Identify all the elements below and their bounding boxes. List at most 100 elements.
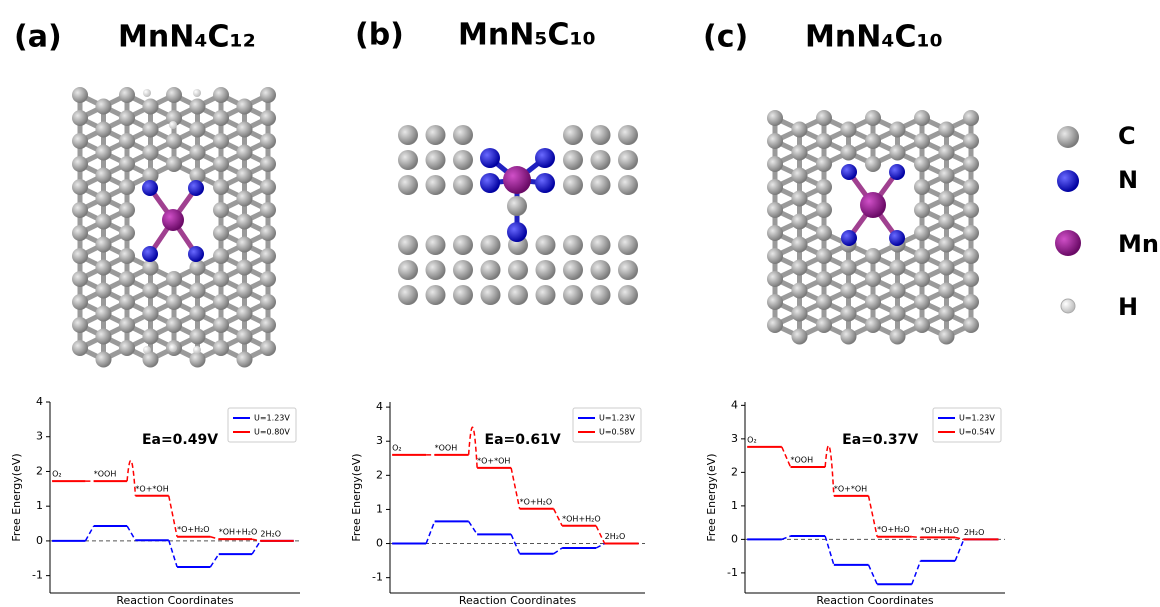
- legend-label: U=0.58V: [599, 428, 635, 437]
- atom: [939, 214, 955, 230]
- atom: [914, 271, 930, 287]
- atom: [841, 145, 857, 161]
- atom: [260, 271, 276, 287]
- state-label: O₂: [392, 443, 402, 452]
- atom: [426, 260, 446, 280]
- connector: [169, 540, 177, 567]
- atom: [190, 283, 206, 299]
- atom: [166, 317, 182, 333]
- atom: [963, 271, 979, 287]
- atom: [792, 214, 808, 230]
- atom: [119, 87, 135, 103]
- atom: [563, 235, 583, 255]
- atom: [119, 294, 135, 310]
- y-tick-label: 1: [376, 502, 383, 515]
- state-label: *O+*OH: [135, 484, 168, 493]
- atom: [939, 329, 955, 345]
- atom: [237, 237, 253, 253]
- atom: [536, 285, 556, 305]
- atom: [963, 133, 979, 149]
- y-tick-label: 0: [36, 534, 43, 547]
- atom: [96, 191, 112, 207]
- atom: [237, 145, 253, 161]
- connector: [85, 526, 93, 541]
- connector: [469, 521, 478, 534]
- y-tick-label: 2: [36, 464, 43, 477]
- y-tick-label: 2: [376, 468, 383, 481]
- connector: [252, 541, 260, 554]
- connector: [825, 536, 834, 565]
- atom: [237, 214, 253, 230]
- atom: [190, 145, 206, 161]
- atom: [767, 271, 783, 287]
- y-tick-label: 0: [376, 537, 383, 550]
- connector: [869, 565, 878, 584]
- atom: [618, 235, 638, 255]
- atom: [939, 237, 955, 253]
- atom: [193, 89, 201, 97]
- atom: [618, 260, 638, 280]
- atom: [237, 329, 253, 345]
- atom: [213, 248, 229, 264]
- atom: [143, 329, 159, 345]
- atom: [260, 133, 276, 149]
- atom-icon: [1057, 126, 1079, 148]
- atom: [72, 294, 88, 310]
- atom: [398, 125, 418, 145]
- atom: [890, 283, 906, 299]
- atom: [963, 248, 979, 264]
- atom: [169, 121, 177, 129]
- atom: [237, 260, 253, 276]
- atom-icon: [1057, 170, 1079, 192]
- atom: [481, 235, 501, 255]
- annotation: Ea=0.37V: [842, 432, 918, 448]
- atom: [213, 225, 229, 241]
- atom: [119, 202, 135, 218]
- atom: [914, 156, 930, 172]
- atom: [535, 173, 555, 193]
- atom: [143, 145, 159, 161]
- atom: [190, 99, 206, 115]
- atom: [119, 225, 135, 241]
- state-label: 2H₂O: [605, 532, 626, 541]
- connector: [554, 509, 563, 526]
- atom: [398, 285, 418, 305]
- atom: [508, 285, 528, 305]
- atom: [119, 340, 135, 356]
- atom: [841, 230, 857, 246]
- atom: [213, 340, 229, 356]
- atom: [72, 248, 88, 264]
- atom: [841, 260, 857, 276]
- state-label: 2H₂O: [964, 528, 985, 537]
- state-label: *OH+H₂O: [562, 514, 601, 523]
- connector: [511, 534, 520, 553]
- atom: [816, 202, 832, 218]
- page: (a) MnN₄C₁₂ (b) MnN₅C₁₀ (c) MnN₄C₁₀ C N …: [0, 0, 1160, 607]
- atom: [963, 156, 979, 172]
- atom: [792, 237, 808, 253]
- atom: [96, 329, 112, 345]
- atom: [96, 122, 112, 138]
- atom: [767, 133, 783, 149]
- y-tick-label: 4: [36, 395, 43, 408]
- atom: [453, 260, 473, 280]
- atom-icon: [1061, 299, 1075, 313]
- atom: [96, 168, 112, 184]
- molecules: [72, 87, 979, 368]
- atom: [481, 285, 501, 305]
- atom: [816, 133, 832, 149]
- atom: [143, 306, 159, 322]
- atom: [503, 166, 531, 194]
- atom: [260, 294, 276, 310]
- y-tick-label: 0: [731, 532, 738, 545]
- y-tick-label: 1: [731, 499, 738, 512]
- atom: [536, 260, 556, 280]
- atom: [213, 110, 229, 126]
- atom: [939, 191, 955, 207]
- panel-formula: MnN₅C₁₀: [458, 18, 596, 53]
- atom: [865, 156, 881, 172]
- y-tick-label: 3: [731, 432, 738, 445]
- atom: [96, 237, 112, 253]
- atom: [507, 222, 527, 242]
- atom: [865, 110, 881, 126]
